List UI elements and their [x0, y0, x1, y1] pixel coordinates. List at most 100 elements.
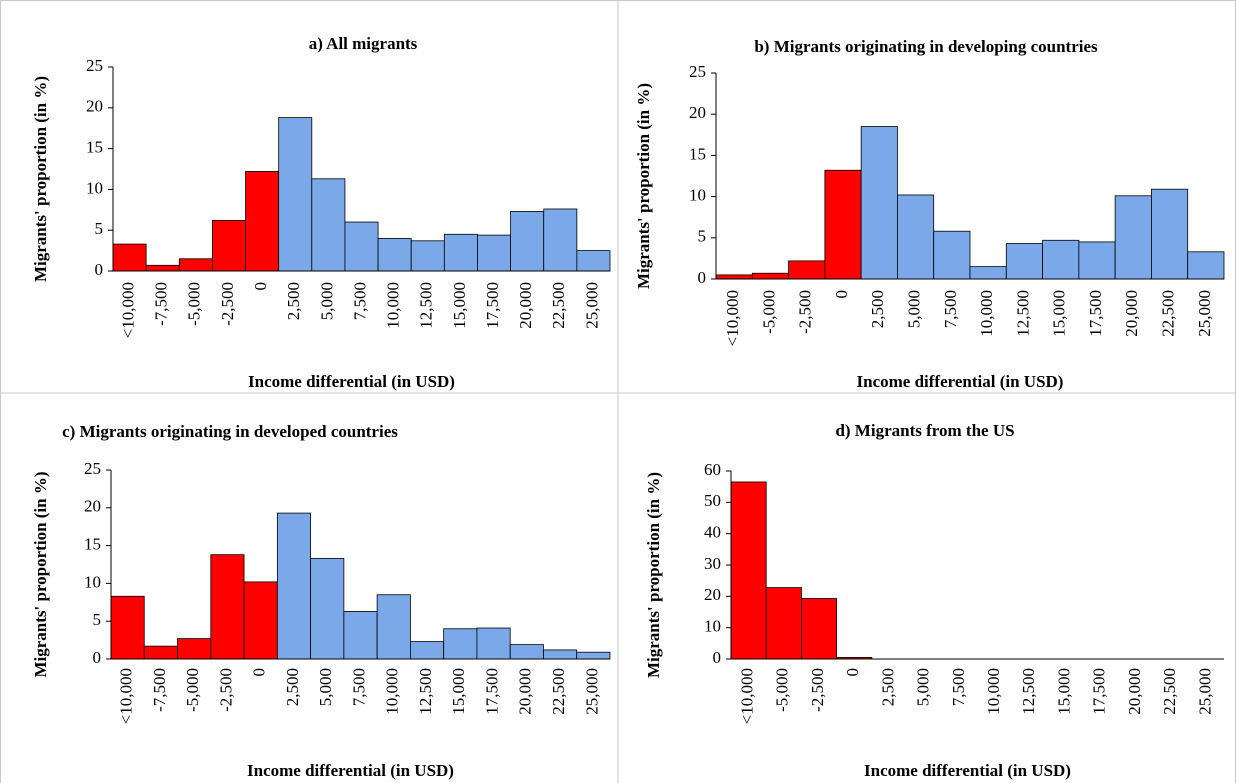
x-tick-label: <10,000 [738, 668, 757, 724]
bar [344, 221, 379, 272]
x-tick-label: 25,000 [582, 282, 601, 329]
x-tick-label: 25,000 [1195, 290, 1214, 337]
chart-title: c) Migrants originating in developed cou… [62, 422, 398, 441]
bar [751, 272, 789, 280]
bar [715, 274, 753, 280]
bar [210, 554, 245, 660]
y-tick-label: 30 [704, 554, 721, 573]
bar [510, 211, 545, 272]
x-tick-label: 5,000 [904, 290, 923, 328]
chart-title: d) Migrants from the US [835, 421, 1014, 440]
y-tick-label: 10 [84, 572, 101, 591]
bar [1005, 243, 1043, 280]
x-tick-label: 12,500 [416, 668, 435, 715]
bar [110, 595, 145, 660]
y-tick-label: 5 [95, 219, 104, 238]
bar [343, 610, 378, 660]
x-axis-title: Income differential (in USD) [248, 372, 455, 391]
x-tick-label: 10,000 [977, 290, 996, 337]
y-tick-label: 20 [86, 97, 103, 116]
x-tick-label: 22,500 [549, 282, 568, 329]
x-tick-label: 0 [250, 668, 269, 677]
bar [143, 645, 178, 660]
x-tick-label: 22,500 [1158, 290, 1177, 337]
chart-title: b) Migrants originating in developing co… [754, 37, 1098, 56]
x-tick-label: 0 [251, 282, 270, 291]
y-tick-label: 25 [84, 459, 101, 478]
x-tick-label: -7,500 [152, 282, 171, 326]
x-axis-title: Income differential (in USD) [864, 761, 1071, 780]
y-tick-label: 20 [689, 103, 706, 122]
y-tick-label: 0 [698, 268, 707, 287]
y-tick-label: 20 [704, 585, 721, 604]
bar [1187, 251, 1225, 280]
bar [765, 587, 802, 660]
bar [476, 627, 511, 660]
y-tick-label: 5 [698, 227, 707, 246]
y-tick-label: 40 [704, 523, 721, 542]
bar [788, 260, 826, 280]
y-tick-label: 10 [689, 186, 706, 205]
x-tick-label: 20,000 [1122, 290, 1141, 337]
y-tick-label: 50 [704, 491, 721, 510]
x-tick-label: 17,500 [482, 668, 501, 715]
x-tick-label: 10,000 [384, 282, 403, 329]
bar [243, 581, 278, 660]
x-tick-label: 0 [832, 290, 851, 299]
x-tick-label: 2,500 [878, 668, 897, 706]
x-tick-label: 22,500 [1160, 668, 1179, 715]
bar [410, 240, 445, 272]
bar [245, 171, 280, 272]
x-tick-label: 12,500 [1019, 668, 1038, 715]
bar [178, 258, 213, 272]
x-tick-label: -2,500 [216, 668, 235, 712]
y-axis-title: Migrants' proportion (in %) [31, 76, 50, 282]
y-tick-label: 5 [93, 610, 102, 629]
x-tick-label: -5,000 [183, 668, 202, 712]
x-tick-label: -7,500 [150, 668, 169, 712]
bar [543, 649, 578, 660]
x-tick-label: 7,500 [349, 668, 368, 706]
bar [933, 230, 971, 280]
x-axis-title: Income differential (in USD) [247, 761, 454, 780]
y-tick-label: 20 [84, 497, 101, 516]
x-tick-label: 17,500 [1086, 290, 1105, 337]
bar [377, 237, 412, 272]
x-tick-label: -5,000 [773, 668, 792, 712]
x-tick-label: -2,500 [808, 668, 827, 712]
bar [311, 178, 346, 272]
bar [860, 126, 898, 280]
x-tick-label: 5,000 [914, 668, 933, 706]
x-tick-label: 22,500 [549, 668, 568, 715]
bar [1078, 241, 1116, 280]
y-axis-title: Migrants' proportion (in %) [634, 83, 653, 289]
bar [576, 250, 611, 272]
x-tick-label: 20,000 [1125, 668, 1144, 715]
x-tick-label: 15,000 [1054, 668, 1073, 715]
x-tick-label: 2,500 [868, 290, 887, 328]
bar [276, 512, 312, 660]
y-tick-label: 15 [84, 535, 101, 554]
x-tick-label: 15,000 [449, 668, 468, 715]
bar [112, 243, 147, 272]
bar [576, 651, 611, 660]
x-tick-label: <10,000 [117, 668, 136, 724]
x-tick-label: 17,500 [1090, 668, 1109, 715]
bar [543, 208, 578, 272]
x-tick-label: -2,500 [796, 290, 815, 334]
y-tick-label: 0 [93, 648, 102, 667]
chart-title: a) All migrants [309, 34, 418, 53]
x-axis-title: Income differential (in USD) [857, 372, 1064, 391]
y-tick-label: 10 [704, 617, 721, 636]
y-tick-label: 0 [713, 648, 722, 667]
y-tick-label: 60 [704, 460, 721, 479]
y-tick-label: 0 [95, 260, 104, 279]
y-axis-title: Migrants' proportion (in %) [644, 472, 663, 678]
x-tick-label: 15,000 [1050, 290, 1069, 337]
x-tick-label: 20,000 [516, 282, 535, 329]
x-tick-label: 25,000 [582, 668, 601, 715]
x-tick-label: 10,000 [383, 668, 402, 715]
bar [969, 266, 1007, 280]
x-tick-label: 2,500 [284, 282, 303, 320]
bar [1114, 195, 1152, 280]
